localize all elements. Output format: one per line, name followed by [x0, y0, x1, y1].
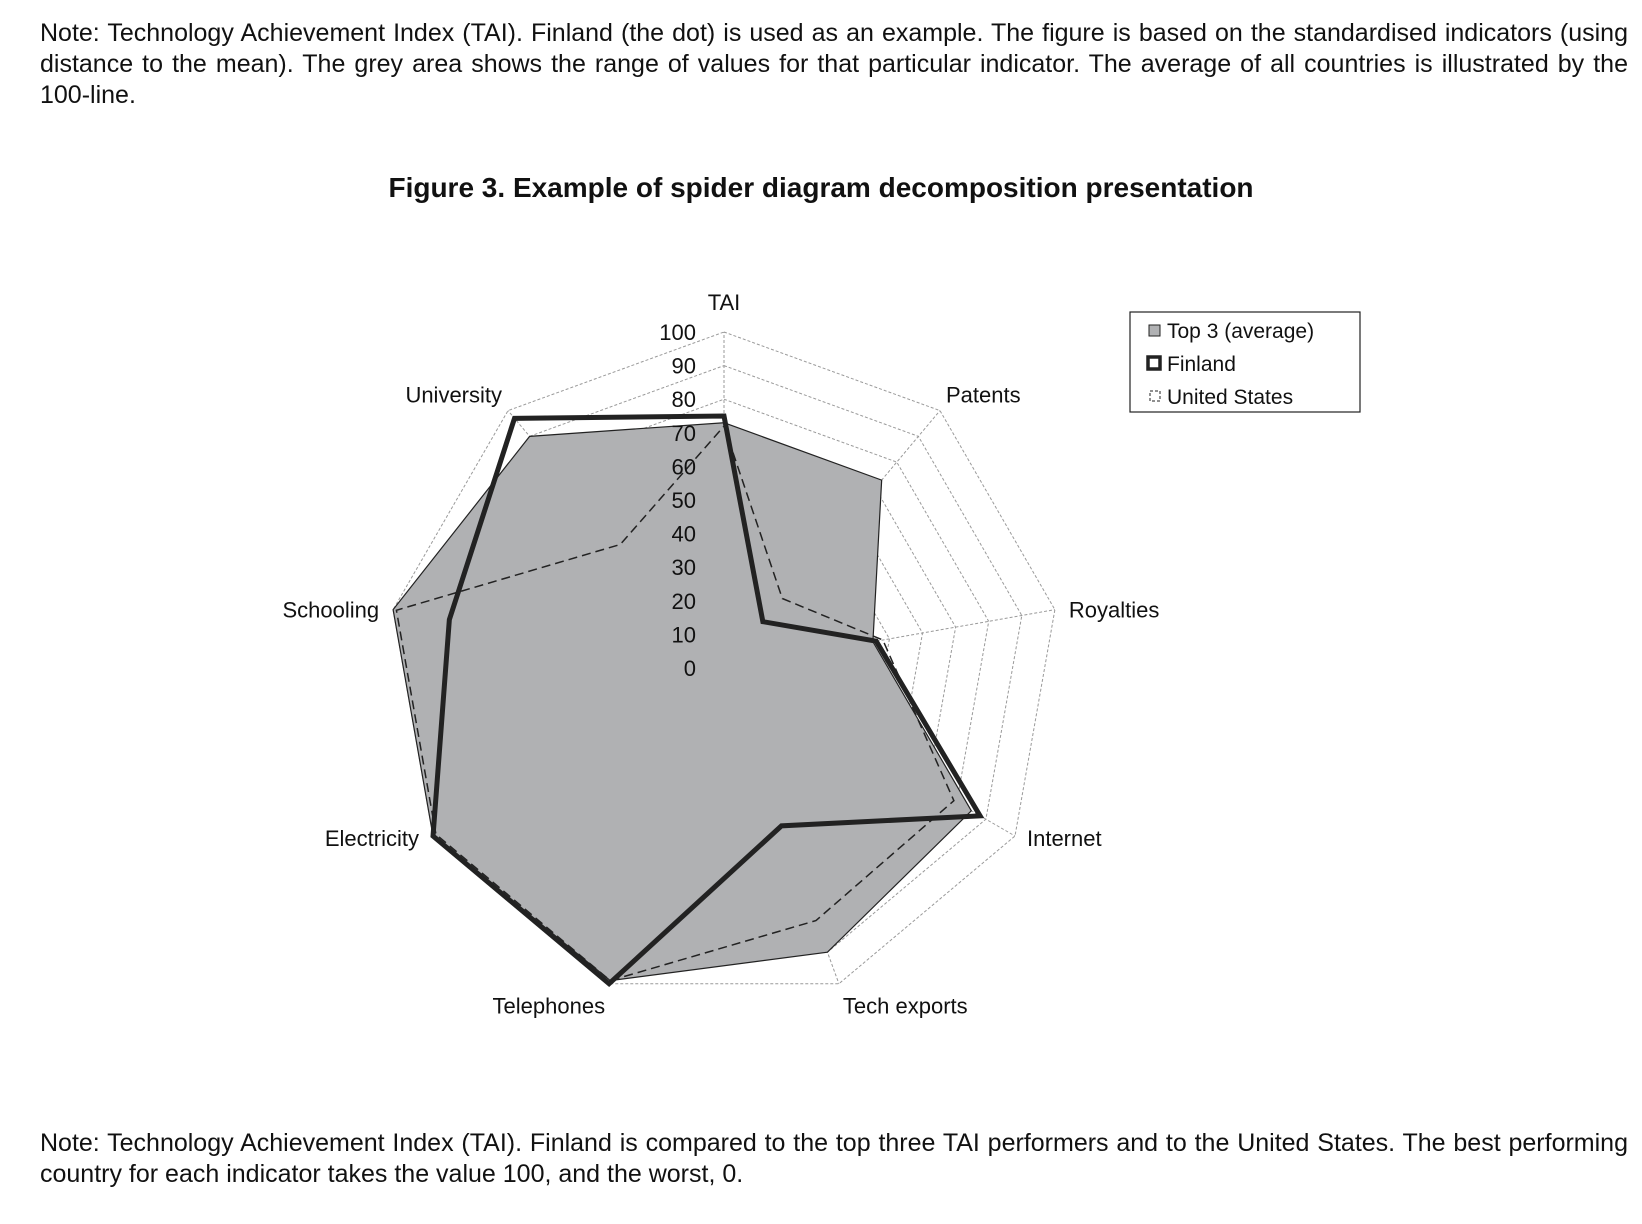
figure-title: Figure 3. Example of spider diagram deco…: [388, 172, 1254, 203]
legend-swatch-top3: [1148, 324, 1161, 337]
category-label-university: University: [405, 383, 502, 408]
category-labels: TAI Patents Royalties Internet Tech exports T…: [282, 290, 1159, 1019]
category-label-tai: TAI: [708, 290, 741, 315]
chart-legend: Top 3 (average) Finland United States: [1129, 311, 1361, 413]
tick-label-80: 80: [672, 387, 696, 412]
category-label-royalties: Royalties: [1069, 598, 1159, 623]
note-bottom: Note: Technology Achievement Index (TAI)…: [40, 1129, 1628, 1188]
tick-label-70: 70: [672, 421, 696, 446]
legend-label-finland: Finland: [1167, 353, 1236, 376]
tick-label-0: 0: [684, 656, 696, 681]
series-top3-area: [392, 422, 973, 982]
radial-tick-labels: 0 10 20 30 40 50 60 70 80 90 100: [659, 320, 696, 681]
series-finland-line: [430, 413, 985, 988]
tick-label-90: 90: [672, 354, 696, 379]
legend-swatch-united-states: [1149, 390, 1161, 402]
tick-label-10: 10: [672, 622, 696, 647]
tick-label-50: 50: [672, 488, 696, 513]
legend-swatch-finland: [1146, 355, 1162, 371]
legend-label-united-states: United States: [1167, 386, 1293, 409]
category-label-telephones: Telephones: [493, 994, 606, 1019]
tick-label-20: 20: [672, 589, 696, 614]
category-label-tech-exports: Tech exports: [843, 994, 968, 1019]
tick-label-40: 40: [672, 522, 696, 547]
category-label-internet: Internet: [1027, 826, 1102, 851]
tick-label-30: 30: [672, 555, 696, 580]
tick-label-60: 60: [672, 454, 696, 479]
category-label-schooling: Schooling: [282, 598, 379, 623]
category-label-electricity: Electricity: [325, 826, 419, 851]
category-label-patents: Patents: [946, 383, 1021, 408]
legend-box: [1129, 311, 1361, 413]
chart-series: [392, 413, 985, 988]
legend-label-top3: Top 3 (average): [1167, 320, 1314, 343]
note-top: Note: Technology Achievement Index (TAI)…: [40, 19, 1628, 109]
tick-label-100: 100: [659, 320, 696, 345]
series-united-states-line: [395, 424, 955, 982]
